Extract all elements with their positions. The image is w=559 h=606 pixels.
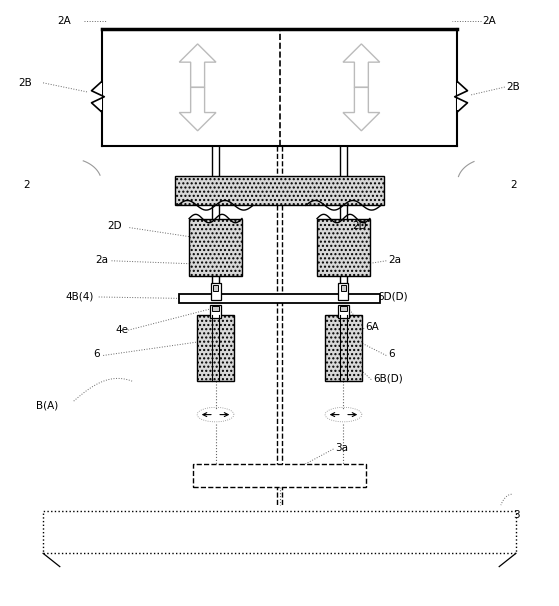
Text: 4B(4): 4B(4) (65, 292, 94, 302)
Text: 6D(D): 6D(D) (377, 292, 408, 302)
Text: 6A: 6A (366, 322, 380, 332)
Text: 2a: 2a (95, 255, 108, 265)
Bar (210, 305, 221, 318)
Bar (179, 294, 380, 303)
Bar (193, 464, 366, 487)
Bar (175, 176, 384, 205)
Bar (88, 84, 102, 110)
Text: 4e: 4e (115, 325, 129, 335)
Bar (340, 307, 347, 311)
Bar (213, 285, 219, 291)
Text: 3: 3 (513, 510, 520, 521)
Text: 6: 6 (388, 349, 395, 359)
Bar (317, 219, 370, 276)
Bar (325, 315, 362, 381)
Bar (340, 285, 346, 291)
Bar (338, 284, 348, 301)
Bar (212, 307, 219, 311)
Text: 2B: 2B (506, 82, 520, 92)
Text: 2D: 2D (107, 221, 122, 231)
Bar (43, 511, 516, 553)
Text: 2: 2 (23, 181, 30, 190)
Text: 2A: 2A (482, 16, 496, 26)
Text: 3a: 3a (335, 443, 348, 453)
Bar (457, 84, 471, 110)
Text: 2a: 2a (388, 255, 401, 265)
Text: 6: 6 (93, 349, 100, 359)
Text: B(A): B(A) (36, 401, 58, 410)
Bar (338, 305, 349, 318)
Text: 6B(D): 6B(D) (373, 373, 402, 384)
Bar (189, 219, 242, 276)
Text: 2B: 2B (18, 78, 32, 88)
Bar (197, 315, 234, 381)
Bar (211, 284, 221, 301)
Text: 2D: 2D (352, 221, 367, 231)
Text: 2: 2 (510, 181, 517, 190)
Text: 2A: 2A (57, 16, 71, 26)
